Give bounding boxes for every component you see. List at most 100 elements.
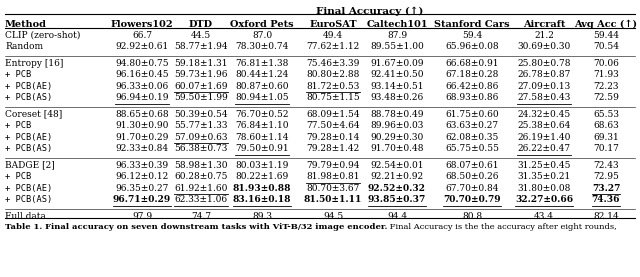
Text: 87.0: 87.0	[252, 31, 272, 40]
Text: 32.27±0.66: 32.27±0.66	[515, 195, 573, 204]
Text: 80.94±1.05: 80.94±1.05	[235, 93, 289, 102]
Text: 26.19±1.40: 26.19±1.40	[517, 133, 571, 142]
Text: 92.54±0.01: 92.54±0.01	[371, 161, 424, 170]
Text: 31.35±0.21: 31.35±0.21	[517, 172, 571, 181]
Text: 89.55±1.00: 89.55±1.00	[370, 42, 424, 51]
Text: + PCB: + PCB	[5, 172, 31, 181]
Text: 92.92±0.61: 92.92±0.61	[115, 42, 168, 51]
Text: 91.70±0.29: 91.70±0.29	[115, 133, 169, 142]
Text: 80.80±2.88: 80.80±2.88	[307, 70, 360, 79]
Text: 59.18±1.31: 59.18±1.31	[174, 59, 228, 68]
Text: Stanford Cars: Stanford Cars	[434, 20, 510, 29]
Text: 59.50±1.99: 59.50±1.99	[174, 93, 228, 102]
Text: 62.33±1.06: 62.33±1.06	[175, 195, 228, 204]
Text: 77.62±1.12: 77.62±1.12	[307, 42, 360, 51]
Text: 50.39±0.54: 50.39±0.54	[174, 110, 228, 119]
Text: CLIP (zero-shot): CLIP (zero-shot)	[5, 31, 81, 40]
Text: 27.58±0.43: 27.58±0.43	[517, 93, 571, 102]
Text: 71.93: 71.93	[593, 70, 619, 79]
Text: 93.85±0.37: 93.85±0.37	[368, 195, 426, 204]
Text: 97.9: 97.9	[132, 212, 152, 221]
Text: 61.75±0.60: 61.75±0.60	[445, 110, 499, 119]
Text: 69.31: 69.31	[593, 133, 619, 142]
Text: 88.78±0.49: 88.78±0.49	[371, 110, 424, 119]
Text: 96.94±0.19: 96.94±0.19	[115, 93, 169, 102]
Text: 96.33±0.39: 96.33±0.39	[115, 161, 168, 170]
Text: DTD: DTD	[189, 20, 213, 29]
Text: 66.68±0.91: 66.68±0.91	[445, 59, 499, 68]
Text: Final Accuracy is the the accuracy after eight rounds,: Final Accuracy is the the accuracy after…	[387, 223, 617, 231]
Text: 26.78±0.87: 26.78±0.87	[517, 70, 571, 79]
Text: 96.33±0.06: 96.33±0.06	[115, 82, 168, 91]
Text: + PCB(AS): + PCB(AS)	[5, 144, 52, 153]
Text: 72.95: 72.95	[593, 172, 619, 181]
Text: 58.77±1.94: 58.77±1.94	[174, 42, 228, 51]
Text: 58.98±1.30: 58.98±1.30	[174, 161, 228, 170]
Text: 92.21±0.92: 92.21±0.92	[371, 172, 424, 181]
Text: 81.72±0.53: 81.72±0.53	[307, 82, 360, 91]
Text: 91.30±0.90: 91.30±0.90	[115, 121, 169, 130]
Text: 31.25±0.45: 31.25±0.45	[517, 161, 571, 170]
Text: 21.2: 21.2	[534, 31, 554, 40]
Text: 49.4: 49.4	[323, 31, 343, 40]
Text: 96.71±0.29: 96.71±0.29	[113, 195, 171, 204]
Text: 57.09±0.63: 57.09±0.63	[174, 133, 228, 142]
Text: 78.60±1.14: 78.60±1.14	[236, 133, 289, 142]
Text: 67.18±0.28: 67.18±0.28	[445, 70, 499, 79]
Text: 80.70±3.67: 80.70±3.67	[307, 184, 360, 193]
Text: 70.17: 70.17	[593, 144, 619, 153]
Text: 79.28±1.42: 79.28±1.42	[307, 144, 360, 153]
Text: Table 1. Final accuracy on seven downstream tasks with ViT-B/32 image encoder.: Table 1. Final accuracy on seven downstr…	[5, 223, 387, 231]
Text: 44.5: 44.5	[191, 31, 211, 40]
Text: Full data: Full data	[5, 212, 46, 221]
Text: 66.42±0.86: 66.42±0.86	[445, 82, 499, 91]
Text: 82.14: 82.14	[593, 212, 619, 221]
Text: 59.73±1.96: 59.73±1.96	[174, 70, 228, 79]
Text: 80.44±1.24: 80.44±1.24	[236, 70, 289, 79]
Text: 68.50±0.26: 68.50±0.26	[445, 172, 499, 181]
Text: BADGE [2]: BADGE [2]	[5, 161, 55, 170]
Text: 79.50±0.91: 79.50±0.91	[235, 144, 289, 153]
Text: 91.67±0.09: 91.67±0.09	[371, 59, 424, 68]
Text: 77.50±4.64: 77.50±4.64	[306, 121, 360, 130]
Text: 65.75±0.55: 65.75±0.55	[445, 144, 499, 153]
Text: 94.4: 94.4	[387, 212, 407, 221]
Text: 90.29±0.30: 90.29±0.30	[371, 133, 424, 142]
Text: Coreset [48]: Coreset [48]	[5, 110, 62, 119]
Text: 80.22±1.69: 80.22±1.69	[236, 172, 289, 181]
Text: Caltech101: Caltech101	[366, 20, 428, 29]
Text: Aircraft: Aircraft	[523, 20, 565, 29]
Text: 91.70±0.48: 91.70±0.48	[371, 144, 424, 153]
Text: + PCB(AS): + PCB(AS)	[5, 93, 52, 102]
Text: 93.48±0.26: 93.48±0.26	[371, 93, 424, 102]
Text: 76.81±1.38: 76.81±1.38	[236, 59, 289, 68]
Text: Method: Method	[5, 20, 47, 29]
Text: 79.28±0.14: 79.28±0.14	[307, 133, 360, 142]
Text: 83.16±0.18: 83.16±0.18	[233, 195, 291, 204]
Text: 80.8: 80.8	[462, 212, 482, 221]
Text: 94.5: 94.5	[323, 212, 343, 221]
Text: 89.3: 89.3	[252, 212, 272, 221]
Text: 60.28±0.75: 60.28±0.75	[174, 172, 228, 181]
Text: 65.53: 65.53	[593, 110, 619, 119]
Text: 63.63±0.27: 63.63±0.27	[445, 121, 499, 130]
Text: 65.96±0.08: 65.96±0.08	[445, 42, 499, 51]
Text: + PCB(AE): + PCB(AE)	[5, 133, 52, 142]
Text: 96.35±0.27: 96.35±0.27	[115, 184, 169, 193]
Text: Final Accuracy (↑): Final Accuracy (↑)	[316, 7, 424, 16]
Text: 96.16±0.45: 96.16±0.45	[115, 70, 169, 79]
Text: 92.33±0.84: 92.33±0.84	[115, 144, 168, 153]
Text: 80.75±1.15: 80.75±1.15	[306, 93, 360, 102]
Text: 60.07±1.69: 60.07±1.69	[174, 82, 228, 91]
Text: 73.27: 73.27	[592, 184, 620, 193]
Text: 79.79±0.94: 79.79±0.94	[307, 161, 360, 170]
Text: + PCB: + PCB	[5, 121, 31, 130]
Text: 26.22±0.47: 26.22±0.47	[517, 144, 571, 153]
Text: 80.87±0.60: 80.87±0.60	[236, 82, 289, 91]
Text: 59.4: 59.4	[462, 31, 482, 40]
Text: 81.98±0.81: 81.98±0.81	[307, 172, 360, 181]
Text: 31.80±0.08: 31.80±0.08	[517, 184, 571, 193]
Text: + PCB(AS): + PCB(AS)	[5, 195, 52, 204]
Text: 74.36: 74.36	[592, 195, 620, 204]
Text: 25.80±0.78: 25.80±0.78	[517, 59, 571, 68]
